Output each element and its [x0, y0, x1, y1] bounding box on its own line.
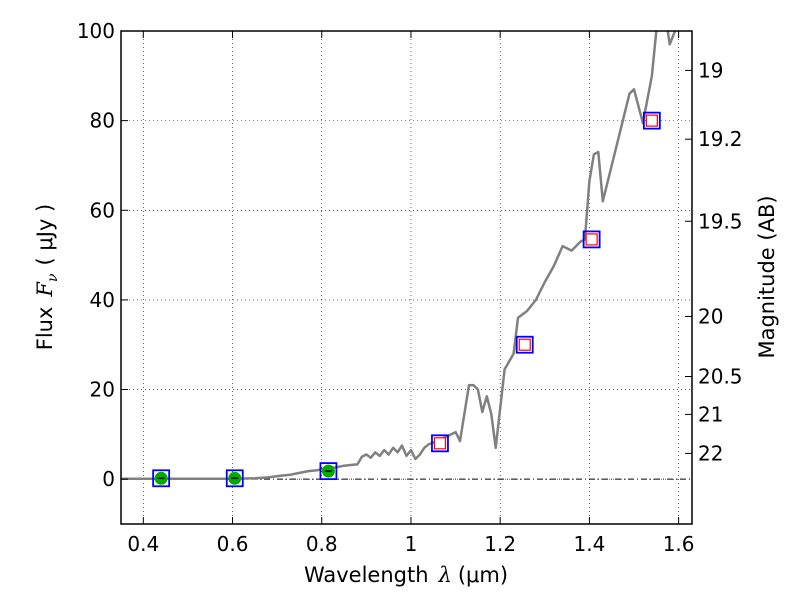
photometry-square — [518, 338, 531, 351]
model-square — [319, 462, 338, 481]
y-axis-symbol-subscript: ν — [45, 273, 61, 282]
tick-labels: 0.4 0.6 0.8 1 1.2 1.4 1.6 0 20 40 60 80 100 19 19.2 19.… — [77, 19, 743, 556]
model-square — [225, 469, 244, 488]
y2-tick-label: 21 — [698, 402, 723, 426]
y2-tick-label: 19.5 — [698, 209, 743, 233]
y2-tick-label: 19.2 — [698, 127, 743, 151]
x-tick-label: 1.4 — [573, 532, 605, 556]
y-axis-symbol: F — [33, 281, 57, 298]
y-axis-unit: ( μJy ) — [33, 204, 57, 266]
photometry-square — [645, 114, 658, 127]
x-tick-label: 1.6 — [663, 532, 695, 556]
y-tick-label: 80 — [90, 109, 115, 133]
x-axis-symbol: λ — [438, 563, 452, 587]
y2-tick-label: 22 — [698, 441, 723, 465]
y-tick-label: 20 — [90, 378, 115, 402]
model-square — [642, 111, 661, 130]
x-tick-label: 1 — [405, 532, 418, 556]
x-axis-unit: (μm) — [458, 563, 508, 587]
plot-frame — [120, 30, 693, 525]
y-tick-label: 100 — [77, 19, 115, 43]
y-axis-title: Flux Fν ( μJy ) — [33, 204, 61, 350]
y2-tick-label: 19 — [698, 58, 723, 82]
photometry-square — [585, 233, 598, 246]
y2-tick-label: 20.5 — [698, 365, 743, 389]
x-axis-title: Wavelength λ (μm) — [304, 563, 508, 587]
photometry-square — [433, 437, 447, 450]
series-layer — [121, 31, 677, 488]
model-square — [582, 230, 601, 249]
tick-marks — [121, 30, 692, 524]
y-tick-label: 0 — [102, 467, 115, 491]
x-tick-label: 0.4 — [127, 532, 159, 556]
grid-lines — [121, 30, 692, 524]
model-square — [515, 335, 534, 354]
x-tick-label: 0.8 — [306, 532, 338, 556]
sed-line — [121, 31, 677, 480]
x-axis-title-text: Wavelength — [304, 563, 429, 587]
x-tick-label: 0.6 — [217, 532, 249, 556]
y-tick-label: 40 — [90, 288, 115, 312]
x-tick-label: 1.2 — [484, 532, 516, 556]
model-square — [431, 434, 449, 453]
y-axis-title-text: Flux — [33, 307, 57, 351]
model-square — [152, 469, 171, 488]
y2-tick-label: 20 — [698, 304, 723, 328]
y-tick-label: 60 — [90, 198, 115, 222]
y2-axis-title: Magnitude (AB) — [755, 195, 779, 358]
